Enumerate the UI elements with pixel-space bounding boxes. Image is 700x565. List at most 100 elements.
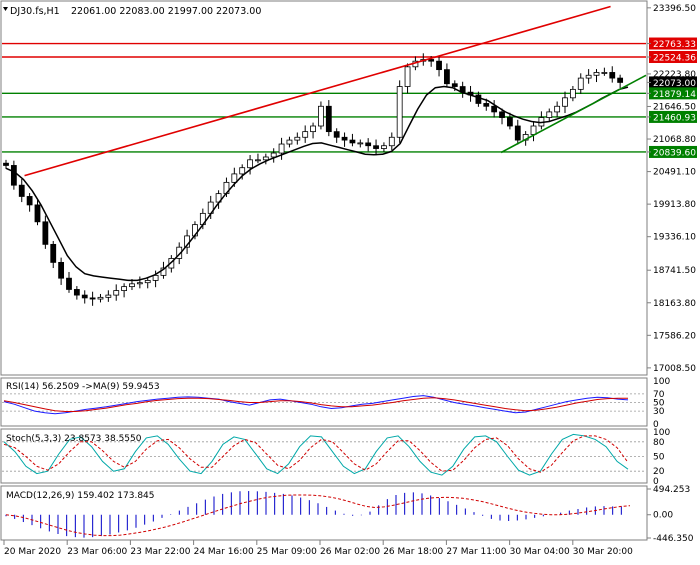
- price-level-label: 22073.00: [653, 79, 696, 89]
- symbol-label: DJ30.fs,H1: [10, 6, 60, 17]
- time-tick-label: 26 Mar 18:00: [383, 547, 443, 557]
- candle-body: [302, 131, 309, 138]
- panel-axis-label: 70: [653, 390, 665, 400]
- candle-body: [310, 125, 316, 133]
- candle-body: [341, 136, 348, 141]
- candle-body: [121, 286, 128, 291]
- candle-body: [325, 105, 332, 133]
- panel-axis-label: 0: [653, 477, 659, 487]
- price-tick-label: 18163.80: [653, 299, 696, 309]
- panel-axis-label: 100: [653, 428, 670, 438]
- candle-body: [247, 159, 253, 169]
- price-level-badge: [649, 76, 697, 89]
- time-tick-label: 23 Mar 22:00: [130, 547, 190, 557]
- support-level-badge: [649, 87, 697, 100]
- candle-body: [617, 77, 624, 83]
- candle-body: [239, 167, 246, 175]
- price-tick-label: 21068.80: [653, 135, 696, 145]
- candle-body: [609, 72, 616, 79]
- candle-body: [333, 131, 340, 138]
- candle-body: [475, 94, 482, 104]
- resistance-level-badge: [649, 50, 697, 63]
- panel-axis-label: 50: [653, 399, 665, 409]
- price-tick-label: 22223.80: [653, 70, 696, 80]
- candle-body: [152, 274, 159, 281]
- price-tick-label: 19913.80: [653, 200, 696, 210]
- resistance-level-label: 22763.33: [653, 40, 696, 50]
- macd-axis-label: 494.253: [653, 485, 690, 495]
- moving-average-line: [5, 85, 629, 282]
- candle-body: [436, 60, 442, 71]
- stoch-title: Stoch(5,3,3) 23.8573 38.5550: [6, 434, 142, 444]
- price-tick-label: 18741.50: [653, 266, 696, 276]
- candle-body: [144, 280, 151, 284]
- ma-9--line: [3, 397, 628, 412]
- price-tick-label: 23396.50: [653, 4, 696, 14]
- candle-body: [58, 261, 65, 279]
- panel-axis-label: 20: [653, 467, 665, 477]
- candle-body: [136, 282, 143, 285]
- resistance-level-label: 22524.36: [653, 53, 696, 63]
- price-tick-label: 21646.50: [653, 102, 696, 112]
- support-level-label: 21460.93: [653, 113, 696, 123]
- support-level-label: 20839.60: [653, 148, 696, 158]
- candle-body: [514, 125, 521, 141]
- candle-body: [278, 143, 285, 154]
- candle-body: [294, 136, 301, 141]
- candle-body: [593, 72, 600, 76]
- candle-body: [444, 69, 450, 85]
- candle-body: [318, 105, 324, 127]
- candle-body: [357, 142, 364, 145]
- candle-body: [428, 59, 435, 62]
- candle-body: [491, 105, 498, 113]
- panel-axis-label: 50: [653, 453, 665, 463]
- candle-body: [113, 290, 120, 296]
- candle-body: [231, 173, 238, 183]
- candle-body: [381, 145, 387, 149]
- candle-body: [81, 294, 88, 299]
- time-tick-label: 24 Mar 16:00: [194, 547, 254, 557]
- rsi-panel-frame: [0, 377, 648, 427]
- panel-axis-label: 30: [653, 407, 665, 417]
- macd-panel-frame: [0, 485, 648, 541]
- price-tick-label: 17008.50: [653, 364, 696, 374]
- candle-body: [530, 125, 537, 135]
- candle-body: [546, 111, 553, 118]
- candle-body: [34, 204, 41, 223]
- candle-body: [569, 88, 576, 99]
- macd-title: MACD(12,26,9) 159.402 173.845: [6, 491, 155, 501]
- candle-body: [270, 152, 277, 158]
- candle-body: [129, 283, 135, 288]
- collapse-triangle-icon[interactable]: [3, 7, 8, 11]
- candle-body: [262, 156, 269, 161]
- candle-body: [105, 294, 112, 298]
- macd-signal-line: [5, 494, 631, 537]
- candle-body: [3, 162, 9, 166]
- time-tick-label: 20 Mar 2020: [4, 547, 61, 557]
- time-tick-label: 27 Mar 11:00: [446, 547, 506, 557]
- price-tick-label: 19336.10: [653, 233, 696, 243]
- candle-body: [66, 277, 72, 290]
- candle-body: [451, 83, 458, 87]
- candle-body: [349, 139, 356, 144]
- rsi-14--line: [3, 395, 629, 415]
- candle-body: [73, 289, 80, 296]
- candle-body: [499, 111, 505, 118]
- time-tick-label: 30 Mar 20:00: [573, 547, 633, 557]
- candle-body: [286, 139, 293, 145]
- candle-body: [50, 243, 57, 263]
- time-tick-label: 30 Mar 04:00: [510, 547, 570, 557]
- candle-body: [562, 97, 568, 107]
- rsi-title: RSI(14) 56.2509 ->MA(9) 59.9453: [6, 382, 160, 392]
- time-tick-label: 25 Mar 09:00: [257, 547, 317, 557]
- macd-axis-label: 0.00: [653, 511, 673, 521]
- candle-body: [577, 77, 584, 90]
- price-tick-label: 20491.10: [653, 168, 696, 178]
- trend-line: [24, 5, 611, 177]
- candle-body: [255, 159, 261, 162]
- candle-body: [42, 221, 49, 245]
- -d-line: [3, 435, 629, 473]
- candle-body: [373, 145, 379, 149]
- stoch-panel-frame: [0, 428, 648, 484]
